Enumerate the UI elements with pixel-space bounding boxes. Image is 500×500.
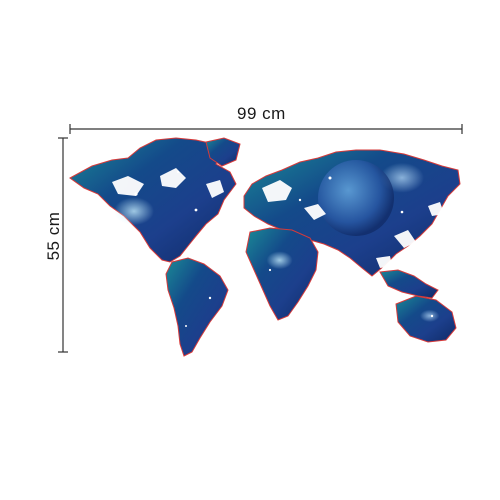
continent-southeast-asia [379, 269, 439, 299]
planet-graphic [318, 160, 394, 236]
white-cutout-shapes [112, 168, 444, 268]
width-dimension-label: 99 cm [237, 104, 286, 123]
continent-greenland [205, 137, 241, 167]
continent-south-america [165, 257, 229, 357]
width-dimension-line [69, 124, 463, 134]
height-dimension-label: 55 cm [44, 211, 63, 261]
height-dimension-line [58, 137, 68, 353]
